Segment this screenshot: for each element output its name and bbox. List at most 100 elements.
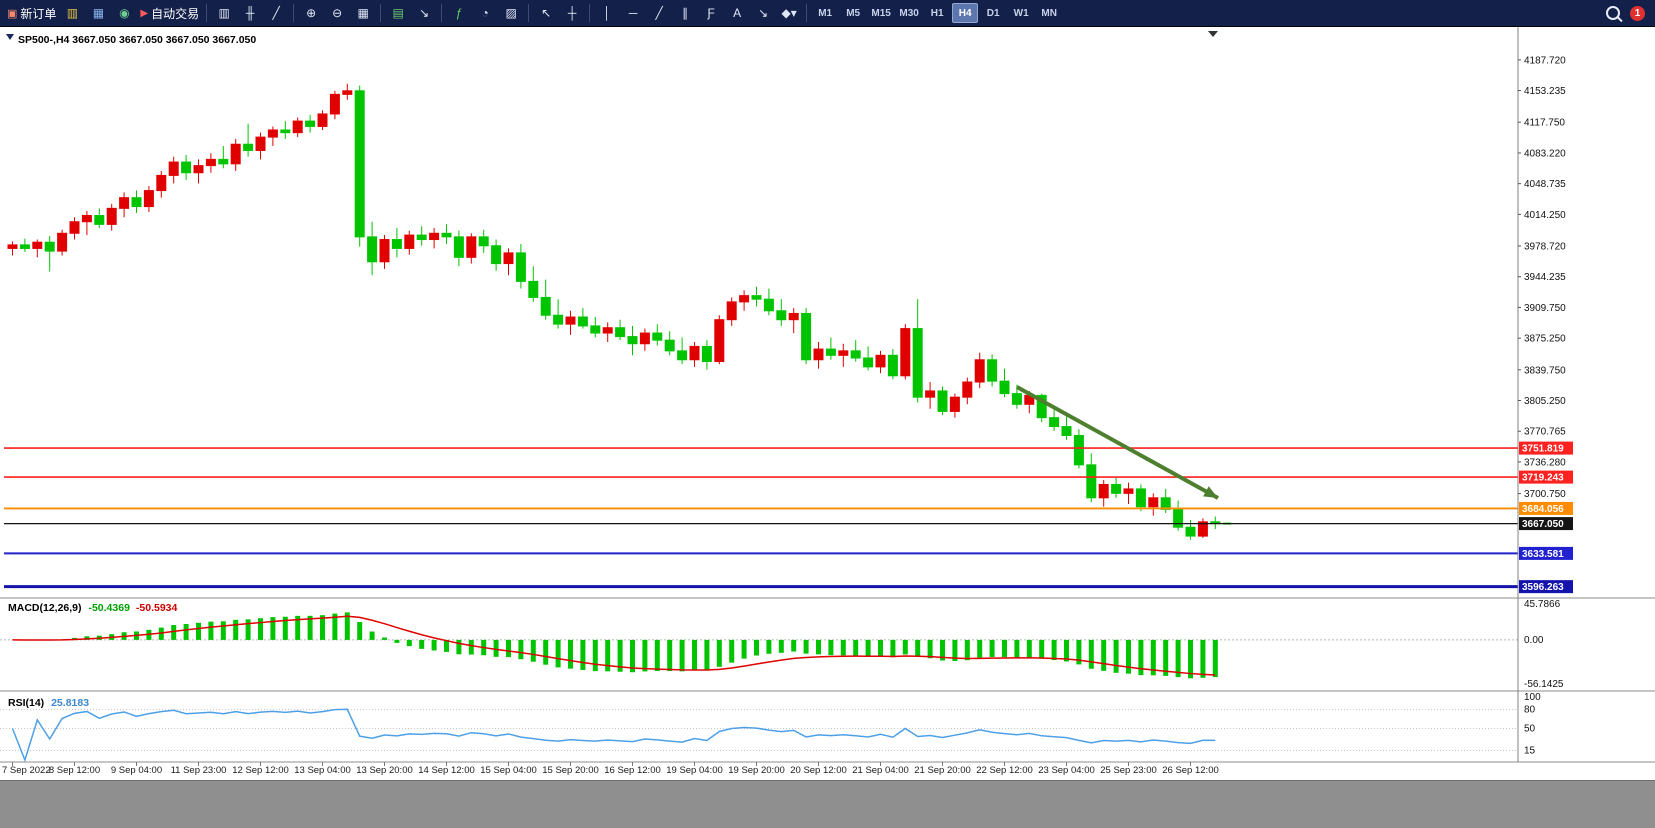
macd-axis-tick: 45.7866 <box>1524 599 1561 610</box>
rsi-axis-tick: 50 <box>1524 724 1536 735</box>
arrow-tool-icon[interactable]: ↘ <box>758 6 769 20</box>
price-line-label: 3596.263 <box>1522 582 1564 593</box>
text-tool-icon[interactable]: A <box>733 6 742 20</box>
toolbar-right: 1 <box>1606 5 1651 21</box>
price-axis[interactable]: 4187.720 4153.235 4117.750 4083.220 4048.735… <box>1517 27 1566 762</box>
price-axis-tick: 3805.250 <box>1524 396 1566 407</box>
auto-trading-button[interactable]: ▶ 自动交易 <box>137 3 202 23</box>
timeframe-button-d1[interactable]: D1 <box>986 7 1000 19</box>
time-axis-label: 15 Sep 04:00 <box>480 765 537 776</box>
timeframe-switcher: M1 M5 M15 M30 H1 H4 D1 W1 MN <box>811 3 1063 23</box>
toolbar-separator <box>589 4 591 22</box>
price-axis-tick: 4083.220 <box>1524 148 1566 159</box>
rsi-label: RSI(14) 25.8183 <box>8 697 89 709</box>
price-axis-tick: 3770.765 <box>1524 427 1566 438</box>
price-chart[interactable]: 4187.720 4153.235 4117.750 4083.220 4048.735… <box>0 27 1655 780</box>
timeframe-button-h1[interactable]: H1 <box>930 7 944 19</box>
time-axis-label: 20 Sep 12:00 <box>790 765 847 776</box>
toolbar-separator <box>380 4 382 22</box>
price-line-label: 3633.581 <box>1522 549 1564 560</box>
toolbar-separator <box>441 4 443 22</box>
price-axis-tick: 3875.250 <box>1524 334 1566 345</box>
horizontal-line-icon[interactable]: ─ <box>628 6 638 20</box>
time-axis-label: 12 Sep 12:00 <box>232 765 289 776</box>
price-axis-tick: 3944.235 <box>1524 272 1566 283</box>
toolbar-separator <box>206 4 208 22</box>
vertical-line-icon[interactable]: │ <box>603 6 611 20</box>
price-line-labels: 3751.819 3719.243 3684.056 3667.050 3633.581… <box>1519 441 1573 594</box>
chart-window: 4187.720 4153.235 4117.750 4083.220 4048.735… <box>0 27 1655 780</box>
timeframe-button-m1[interactable]: M1 <box>818 7 833 19</box>
timeframe-button-h4[interactable]: H4 <box>952 3 979 23</box>
scroll-position-marker-icon[interactable] <box>1208 31 1218 37</box>
periods-icon[interactable]: ◔ <box>481 6 489 20</box>
toolbar-left-icons: ▥ ▦ ◉ <box>59 3 137 23</box>
bar-chart-icon[interactable]: ▥ <box>218 6 230 20</box>
macd-indicator <box>0 612 1518 679</box>
rsi-axis-tick: 100 <box>1524 692 1541 703</box>
charts-bar-icon[interactable]: ▥ <box>66 6 79 20</box>
macd-label: MACD(12,26,9) -50.4369 -50.5934 <box>8 602 178 614</box>
price-axis-tick: 4187.720 <box>1524 55 1566 66</box>
time-axis-label: 21 Sep 20:00 <box>914 765 971 776</box>
chart-menu-triangle-icon[interactable] <box>6 34 14 40</box>
price-line-label: 3751.819 <box>1522 444 1564 455</box>
time-axis-label: 13 Sep 20:00 <box>356 765 413 776</box>
candlestick-series <box>7 83 1232 540</box>
auto-trading-label: 自动交易 <box>151 6 200 21</box>
notification-badge[interactable]: 1 <box>1630 5 1645 21</box>
time-axis-label: 9 Sep 04:00 <box>111 765 162 776</box>
search-icon[interactable] <box>1606 6 1620 20</box>
trendline-icon[interactable]: ╱ <box>655 6 663 20</box>
rsi-indicator <box>0 708 1518 763</box>
crosshair-icon[interactable]: ┼ <box>567 6 577 20</box>
line-chart-icon[interactable]: ╱ <box>272 6 280 20</box>
zoom-in-icon[interactable]: ⊕ <box>306 6 317 20</box>
horizontal-lines[interactable] <box>4 447 1518 589</box>
new-order-label: 新订单 <box>20 6 57 21</box>
toolbar: ▣ 新订单 ▥ ▦ ◉ ▶ 自动交易 ▥ ╫ ╱ ⊕ ⊖ ▦ ▤ ↘ ƒ ◔ ▨ ↖ ┼ │ ─ ╱ ∥ Ƒ A ↘ ◆▾ … <box>0 0 1655 27</box>
price-axis-tick: 4014.250 <box>1524 210 1566 221</box>
chart-shift-icon[interactable]: ↘ <box>419 6 430 20</box>
macd-axis-tick: 0.00 <box>1524 635 1544 646</box>
time-axis-label: 19 Sep 20:00 <box>728 765 785 776</box>
sound-icon[interactable]: ◉ <box>119 6 130 20</box>
price-axis-tick: 3909.750 <box>1524 303 1566 314</box>
bottom-strip <box>0 780 1655 828</box>
new-chart-icon[interactable]: ▤ <box>392 6 404 20</box>
zoom-out-icon[interactable]: ⊖ <box>332 6 343 20</box>
price-axis-tick: 3839.750 <box>1524 365 1566 376</box>
profiles-icon[interactable]: ▦ <box>92 6 105 20</box>
tile-windows-icon[interactable]: ▦ <box>357 6 369 20</box>
timeframe-button-m5[interactable]: M5 <box>846 7 861 19</box>
fibonacci-icon[interactable]: Ƒ <box>707 6 715 20</box>
rsi-axis-tick: 15 <box>1524 746 1536 757</box>
time-axis-label: 8 Sep 12:00 <box>49 765 100 776</box>
templates-icon[interactable]: ▨ <box>505 6 517 20</box>
rsi-axis-tick: 80 <box>1524 705 1536 716</box>
macd-axis-tick: -56.1425 <box>1524 679 1564 690</box>
timeframe-button-m15[interactable]: M15 <box>871 7 891 19</box>
new-order-button[interactable]: ▣ 新订单 <box>4 3 59 23</box>
time-axis-label: 21 Sep 04:00 <box>852 765 909 776</box>
time-axis-label: 7 Sep 2022 <box>2 765 51 776</box>
time-axis-label: 11 Sep 23:00 <box>171 765 227 776</box>
time-axis-label: 23 Sep 04:00 <box>1038 765 1095 776</box>
timeframe-button-w1[interactable]: W1 <box>1013 7 1029 19</box>
shapes-dropdown-icon[interactable]: ◆▾ <box>781 6 797 20</box>
timeframe-button-m30[interactable]: M30 <box>899 7 919 19</box>
channel-icon[interactable]: ∥ <box>682 6 689 20</box>
price-axis-tick: 3736.280 <box>1524 457 1566 468</box>
auto-trading-icon: ▶ <box>140 7 149 19</box>
toolbar-tool-groups: ▥ ╫ ╱ ⊕ ⊖ ▦ ▤ ↘ ƒ ◔ ▨ ↖ ┼ │ ─ ╱ ∥ Ƒ A ↘ ◆▾ <box>211 3 802 23</box>
indicators-icon[interactable]: ƒ <box>455 6 463 20</box>
timeframe-button-mn[interactable]: MN <box>1041 7 1057 19</box>
price-axis-tick: 4117.750 <box>1524 118 1565 129</box>
price-line-label: 3719.243 <box>1522 473 1564 484</box>
cursor-icon[interactable]: ↖ <box>541 6 552 20</box>
candlestick-chart-icon[interactable]: ╫ <box>245 6 255 20</box>
price-axis-tick: 4048.735 <box>1524 179 1566 190</box>
trend-arrow[interactable] <box>1016 385 1219 500</box>
time-axis-label: 25 Sep 23:00 <box>1100 765 1157 776</box>
